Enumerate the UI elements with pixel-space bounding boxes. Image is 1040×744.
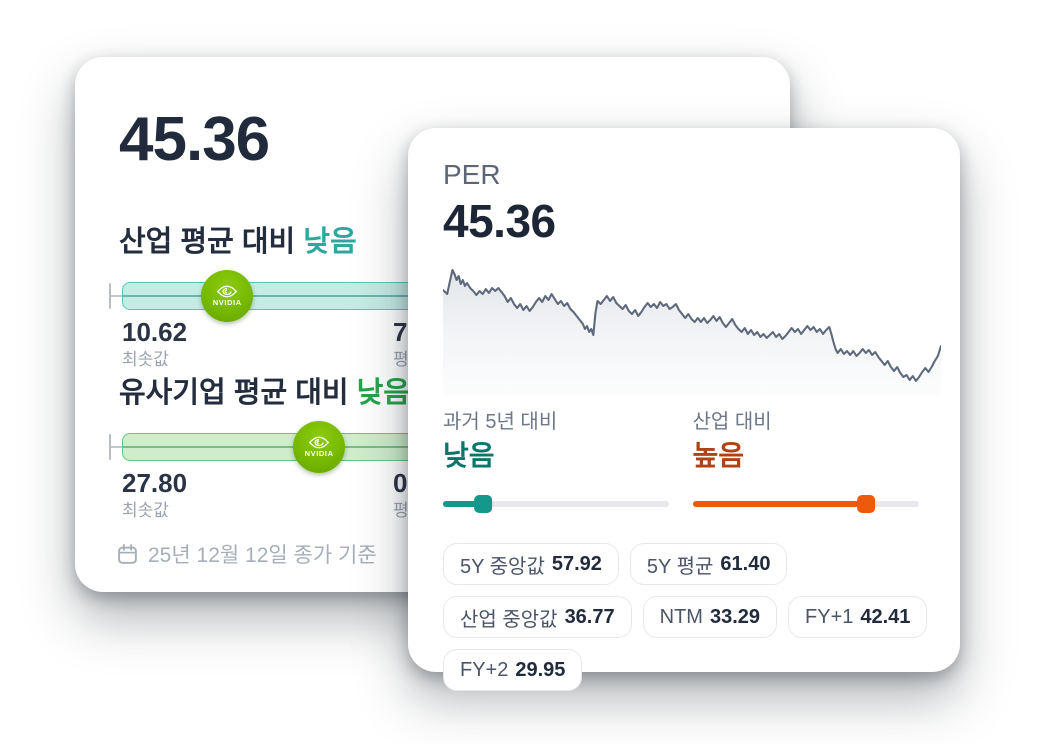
vs-industry-column: 산업 대비 높음: [692, 410, 943, 513]
avg-value-partial: 7: [393, 317, 408, 347]
chip-industry-median: 산업 중앙값 36.77: [443, 596, 632, 638]
per-main-value: 45.36: [119, 105, 270, 174]
avg-value-block-truncated: 0 평: [393, 469, 409, 522]
vs-5y-label: 과거 5년 대비: [443, 411, 558, 433]
min-value: 10.62: [122, 317, 188, 347]
slider-fill: [692, 501, 867, 507]
nvidia-eye-icon: [217, 285, 238, 298]
avg-label-partial: 평: [393, 350, 409, 369]
slider-track: [443, 501, 669, 507]
chip-5y-median: 5Y 중앙값 57.92: [443, 543, 619, 585]
chip-label: 산업 중앙값: [460, 608, 558, 631]
chip-ntm: NTM 33.29: [642, 596, 778, 638]
slider-thumb[interactable]: [856, 495, 875, 513]
chip-label: 5Y 중앙값: [460, 555, 545, 578]
industry-average-section-title: 산업 평균 대비 낮음: [119, 227, 790, 257]
stat-chips: 5Y 중앙값 57.92 5Y 평균 61.40 산업 중앙값 36.77 NT…: [443, 543, 943, 691]
nvidia-marker: NVIDIA: [201, 270, 254, 322]
calendar-icon: [118, 543, 137, 564]
nvidia-marker-label: NVIDIA: [212, 298, 242, 307]
range-min-cap: [109, 282, 122, 310]
min-value-block: 27.80 최솟값: [122, 469, 682, 522]
section-title-text: 산업 평균 대비: [119, 226, 304, 258]
chart-area-fill: [443, 270, 941, 394]
section-status-low: 낮음: [303, 226, 357, 258]
chart-line: [443, 269, 941, 382]
slider-fill: [443, 501, 484, 507]
slider-thumb[interactable]: [473, 495, 492, 513]
min-value-label: 최솟값: [122, 350, 169, 369]
vs-5y-column: 과거 5년 대비 낮음: [443, 410, 693, 513]
price-date-note: 25년 12월 12일 종가 기준: [116, 539, 790, 569]
per-trend-chart: [443, 269, 941, 394]
chip-value: 36.77: [564, 605, 615, 628]
chip-fy1: FY+1 42.41: [788, 596, 928, 638]
chip-value: 61.40: [720, 552, 771, 575]
chip-5y-average: 5Y 평균 61.40: [629, 543, 788, 585]
chip-label: FY+1: [805, 605, 854, 628]
min-value: 27.80: [122, 468, 188, 498]
min-value-block: 10.62 최솟값: [122, 318, 682, 371]
peer-average-section-title: 유사기업 평균 대비 낮음: [119, 378, 790, 408]
comparison-row: 과거 5년 대비 낮음 산업 대비 높음: [443, 410, 942, 513]
metric-value: 45.36: [443, 195, 556, 247]
peer-range-values: 27.80 최솟값 0 평: [122, 469, 682, 523]
metric-label: PER: [443, 159, 501, 190]
avg-label-partial: 평: [393, 501, 409, 520]
avg-value-partial: 0: [393, 468, 408, 498]
chip-label: 5Y 평균: [646, 555, 714, 578]
nvidia-marker: NVIDIA: [293, 421, 346, 473]
min-value-label: 최솟값: [122, 501, 169, 520]
chip-label: FY+2: [460, 658, 509, 681]
chip-value: 33.29: [709, 605, 761, 628]
chip-fy2: FY+2 29.95: [443, 649, 583, 691]
industry-range-values: 10.62 최솟값 7 평: [122, 318, 682, 372]
section-title-text: 유사기업 평균 대비: [119, 377, 357, 409]
range-min-cap: [109, 433, 122, 461]
chip-value: 57.92: [551, 552, 602, 575]
vs-5y-status: 낮음: [443, 440, 495, 471]
nvidia-eye-icon: [308, 436, 330, 449]
avg-value-block-truncated: 7 평: [393, 318, 409, 371]
vs-industry-slider: [692, 495, 919, 513]
vs-5y-slider: [443, 495, 669, 513]
section-status-low: 낮음: [356, 377, 410, 409]
vs-industry-status: 높음: [692, 440, 745, 471]
chip-value: 29.95: [515, 658, 566, 681]
vs-industry-label: 산업 대비: [692, 411, 772, 433]
chip-value: 42.41: [860, 605, 911, 628]
price-date-text: 25년 12월 12일 종가 기준: [148, 544, 377, 567]
chip-label: NTM: [659, 605, 703, 628]
per-detail-card: PER 45.36 과거 5년 대비 낮음: [408, 128, 960, 691]
nvidia-marker-label: NVIDIA: [304, 449, 334, 458]
